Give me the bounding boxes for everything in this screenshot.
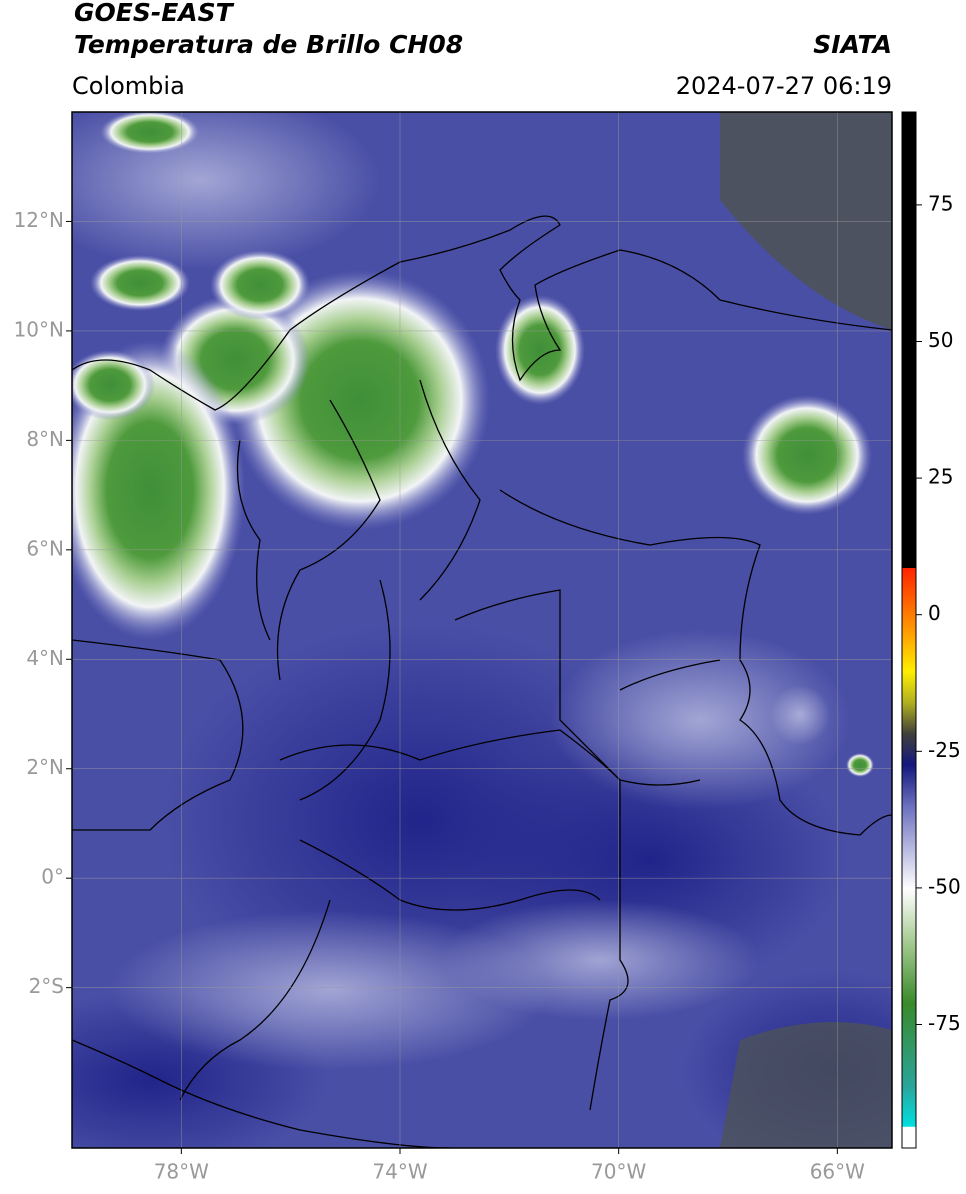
x-tick-label: 70°W <box>591 1160 646 1184</box>
x-tick-label: 66°W <box>810 1160 865 1184</box>
grid <box>72 112 892 1148</box>
y-tick-label: 0° <box>41 865 64 889</box>
y-tick-label: 12°N <box>14 208 64 232</box>
colorbar-tick-label: -25 <box>928 738 961 762</box>
title: GOES-EAST <box>74 0 235 27</box>
satellite-image <box>72 112 892 1148</box>
y-tick-label: 2°S <box>29 974 64 998</box>
datetime: 2024-07-27 06:19 <box>676 72 892 100</box>
map-frame <box>71 111 893 1149</box>
colorbar-tick-label: 50 <box>928 328 953 352</box>
colorbar <box>901 111 917 1149</box>
y-tick-label: 4°N <box>26 646 64 670</box>
colorbar-tick-label: 25 <box>928 465 953 489</box>
region: Colombia <box>72 72 185 100</box>
colorbar-tick-label: -50 <box>928 874 961 898</box>
y-tick-label: 8°N <box>26 427 64 451</box>
x-tick-label: 78°W <box>154 1160 209 1184</box>
y-tick-label: 2°N <box>26 755 64 779</box>
x-tick-label: 74°W <box>372 1160 427 1184</box>
colorbar-tick-label: 75 <box>928 191 953 215</box>
colorbar-tick-label: -75 <box>928 1011 961 1035</box>
y-tick-label: 10°N <box>14 317 64 341</box>
subtitle: Temperatura de Brillo CH08 <box>74 30 463 59</box>
source: SIATA <box>813 30 892 59</box>
colorbar-tick-label: 0 <box>928 601 941 625</box>
y-tick-label: 6°N <box>26 536 64 560</box>
